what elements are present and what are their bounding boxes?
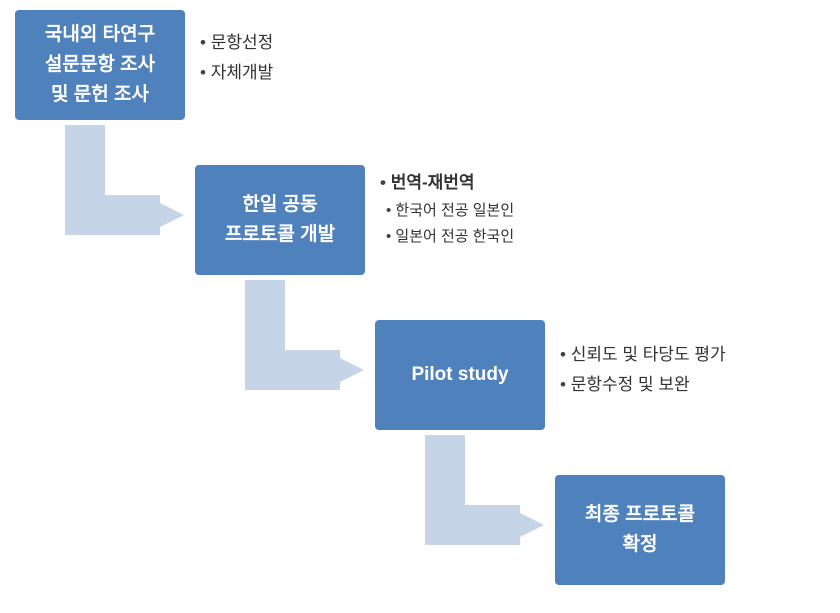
step-box-line: Pilot study — [411, 360, 508, 390]
step-box-line: 및 문헌 조사 — [51, 80, 149, 110]
bullet-item: 신뢰도 및 타당도 평가 — [560, 340, 726, 370]
step-box: 국내외 타연구설문문항 조사및 문헌 조사 — [15, 10, 185, 120]
step-bullets: 신뢰도 및 타당도 평가문항수정 및 보완 — [560, 340, 726, 400]
step-box: 한일 공동프로토콜 개발 — [195, 165, 365, 275]
step-box-line: 확정 — [623, 530, 658, 560]
bullet-item: 문항선정 — [200, 28, 273, 58]
step-box-line: 설문문항 조사 — [45, 50, 155, 80]
step-box: Pilot study — [375, 320, 545, 430]
bullet-item: 문항수정 및 보완 — [560, 370, 726, 400]
step-box: 최종 프로토콜확정 — [555, 475, 725, 585]
step-box-line: 한일 공동 — [242, 190, 317, 220]
bullet-item: 일본어 전공 한국인 — [386, 224, 514, 250]
bullet-item: 번역-재번역 — [380, 168, 514, 198]
step-box-line: 국내외 타연구 — [45, 20, 155, 50]
bullet-item: 한국어 전공 일본인 — [386, 198, 514, 224]
step-bullets: 문항선정자체개발 — [200, 28, 273, 88]
bullet-item: 자체개발 — [200, 58, 273, 88]
step-box-line: 프로토콜 개발 — [225, 220, 335, 250]
step-bullets: 번역-재번역한국어 전공 일본인일본어 전공 한국인 — [380, 168, 514, 250]
step-box-line: 최종 프로토콜 — [585, 500, 695, 530]
